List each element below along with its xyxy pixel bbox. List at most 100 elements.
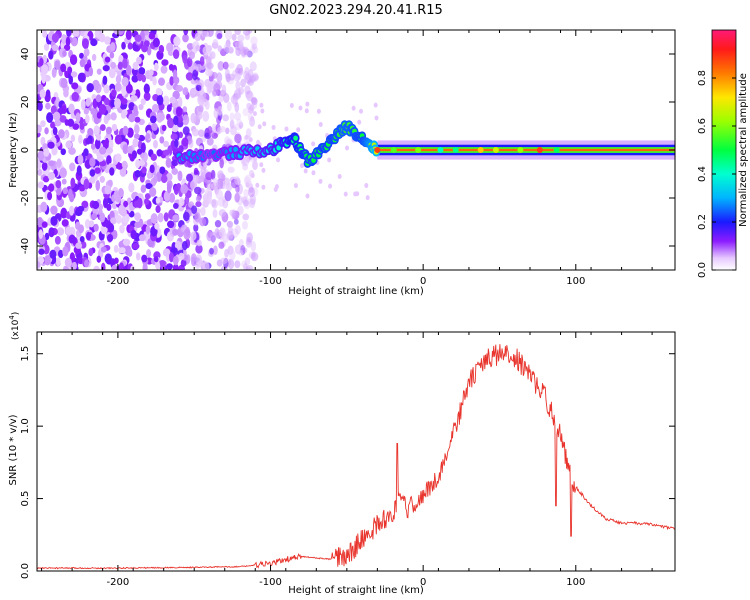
spectrogram-noise-blob <box>56 227 65 236</box>
spectrogram-band-core <box>377 148 675 152</box>
spectrogram-noise-blob <box>195 64 202 72</box>
colorbar-tick-label: 0.4 <box>697 166 708 182</box>
spectrogram-noise-blob <box>106 147 114 154</box>
spectrogram-noise-blob <box>85 137 91 145</box>
x-tick-label: -100 <box>259 577 282 588</box>
spectrogram-noise-blob <box>43 43 50 51</box>
spectrogram-noise-blob <box>51 67 57 78</box>
spectrogram-noise-blob <box>152 76 157 86</box>
spectrogram-noise-blob <box>237 183 243 195</box>
spectrogram-noise-blob <box>146 249 152 258</box>
spectrogram-noise-blob <box>234 192 240 203</box>
spectrogram-noise-blob <box>98 33 106 43</box>
spectrogram-noise-blob <box>160 65 168 74</box>
spectrogram-noise-blob <box>241 157 248 167</box>
spectrogram-noise-blob <box>232 40 240 48</box>
spectrogram-noise-blob <box>180 259 187 267</box>
snr-y-label: SNR (10 * v/v) <box>8 414 19 485</box>
spectrogram-noise-blob <box>60 63 67 73</box>
spectrogram-noise-blob <box>250 116 255 122</box>
spectrogram-marks <box>37 30 675 270</box>
spectrogram-noise-blob <box>212 208 218 218</box>
spectrogram-noise-blob <box>91 200 100 210</box>
spectrogram-noise-blob <box>186 173 194 182</box>
spectrogram-noise-blob <box>94 167 101 174</box>
spectrogram-noise-blob <box>214 228 220 236</box>
spectrogram-noise-blob <box>196 30 204 35</box>
spectrogram-noise-blob <box>311 141 316 147</box>
spectrogram-noise-blob <box>70 177 76 189</box>
spectrogram-noise-blob <box>51 44 59 52</box>
spectrogram-noise-blob <box>236 195 244 206</box>
spectrogram-noise-blob <box>191 205 198 215</box>
spectrogram-noise-blob <box>44 127 49 135</box>
spectrogram-noise-blob <box>37 216 43 226</box>
spectrogram-noise-blob <box>81 200 89 209</box>
x-tick-label: -100 <box>259 276 282 287</box>
spectrogram-noise-blob <box>95 94 102 103</box>
spectrogram-noise-blob <box>242 30 251 36</box>
spectrogram-noise-blob <box>138 218 144 228</box>
spectrogram-noise-blob <box>229 112 235 121</box>
spectrogram-noise-blob <box>109 42 116 52</box>
spectrogram-noise-blob <box>221 84 227 95</box>
spectrogram-noise-blob <box>133 104 138 114</box>
spectrogram-band-blob <box>390 147 397 153</box>
spectrogram-noise-blob <box>96 154 104 162</box>
spectrogram-noise-blob <box>251 251 256 261</box>
spectrogram-noise-blob <box>77 257 84 265</box>
spectrogram-noise-blob <box>305 101 310 107</box>
spectrogram-noise-blob <box>89 169 96 177</box>
spectrogram-noise-blob <box>58 129 65 139</box>
spectrogram-noise-blob <box>60 78 68 89</box>
spectrogram-noise-blob <box>63 89 69 98</box>
spectrogram-noise-blob <box>224 190 232 202</box>
spectrogram-noise-blob <box>189 88 196 99</box>
spectrogram-noise-blob <box>72 261 77 270</box>
spectrogram-noise-blob <box>244 257 251 266</box>
spectrogram-band-blob <box>492 147 499 153</box>
spectrogram-noise-blob <box>222 183 230 190</box>
spectrogram-noise-blob <box>181 137 189 147</box>
spectrogram-noise-blob <box>250 96 257 104</box>
spectrogram-noise-blob <box>90 143 96 150</box>
spectrogram-noise-blob <box>259 102 264 108</box>
spectrogram-noise-blob <box>163 149 170 156</box>
spectrogram-noise-blob <box>55 257 61 267</box>
spectrogram-noise-blob <box>132 61 139 71</box>
spectrogram-noise-blob <box>156 149 163 157</box>
spectrogram-noise-blob <box>122 58 128 69</box>
spectrogram-noise-blob <box>119 224 125 234</box>
spectrogram-noise-blob <box>229 125 237 136</box>
snr-frame <box>36 331 676 572</box>
spectrogram-noise-blob <box>251 74 259 81</box>
spectrogram-noise-blob <box>250 252 259 262</box>
spectrogram-noise-blob <box>246 102 252 110</box>
snr-series-line <box>37 344 675 570</box>
spectrogram-noise-blob <box>138 234 146 242</box>
spectrogram-noise-blob <box>247 79 254 86</box>
spectrogram-noise-blob <box>194 212 201 223</box>
spectrogram-noise-blob <box>72 30 80 37</box>
spectrogram-noise-blob <box>161 124 167 132</box>
spectrogram-noise-blob <box>259 162 264 168</box>
spectrogram-noise-blob <box>243 48 251 56</box>
spectrogram-noise-blob <box>209 231 217 243</box>
spectrogram-noise-blob <box>43 148 50 157</box>
spectrogram-noise-blob <box>125 64 132 76</box>
spectrogram-noise-blob <box>127 145 133 154</box>
spectrogram-noise-blob <box>252 160 258 171</box>
y-tick-label: -40 <box>20 238 31 254</box>
spectrogram-noise-blob <box>150 153 158 161</box>
spectrogram-noise-blob <box>200 166 207 177</box>
spectrogram-noise-blob <box>183 228 191 240</box>
spectrogram-noise-blob <box>182 54 188 64</box>
spectrogram-noise-blob <box>102 75 108 85</box>
spectrogram-noise-blob <box>37 181 45 189</box>
spectrogram-noise-blob <box>243 200 251 210</box>
spectrogram-noise-blob <box>166 182 172 194</box>
colorbar-tick-label: 0.2 <box>697 214 708 230</box>
spectrogram-noise-blob <box>248 104 255 114</box>
spectrogram-noise-blob <box>41 221 48 228</box>
spectrogram-noise-blob <box>163 212 169 222</box>
